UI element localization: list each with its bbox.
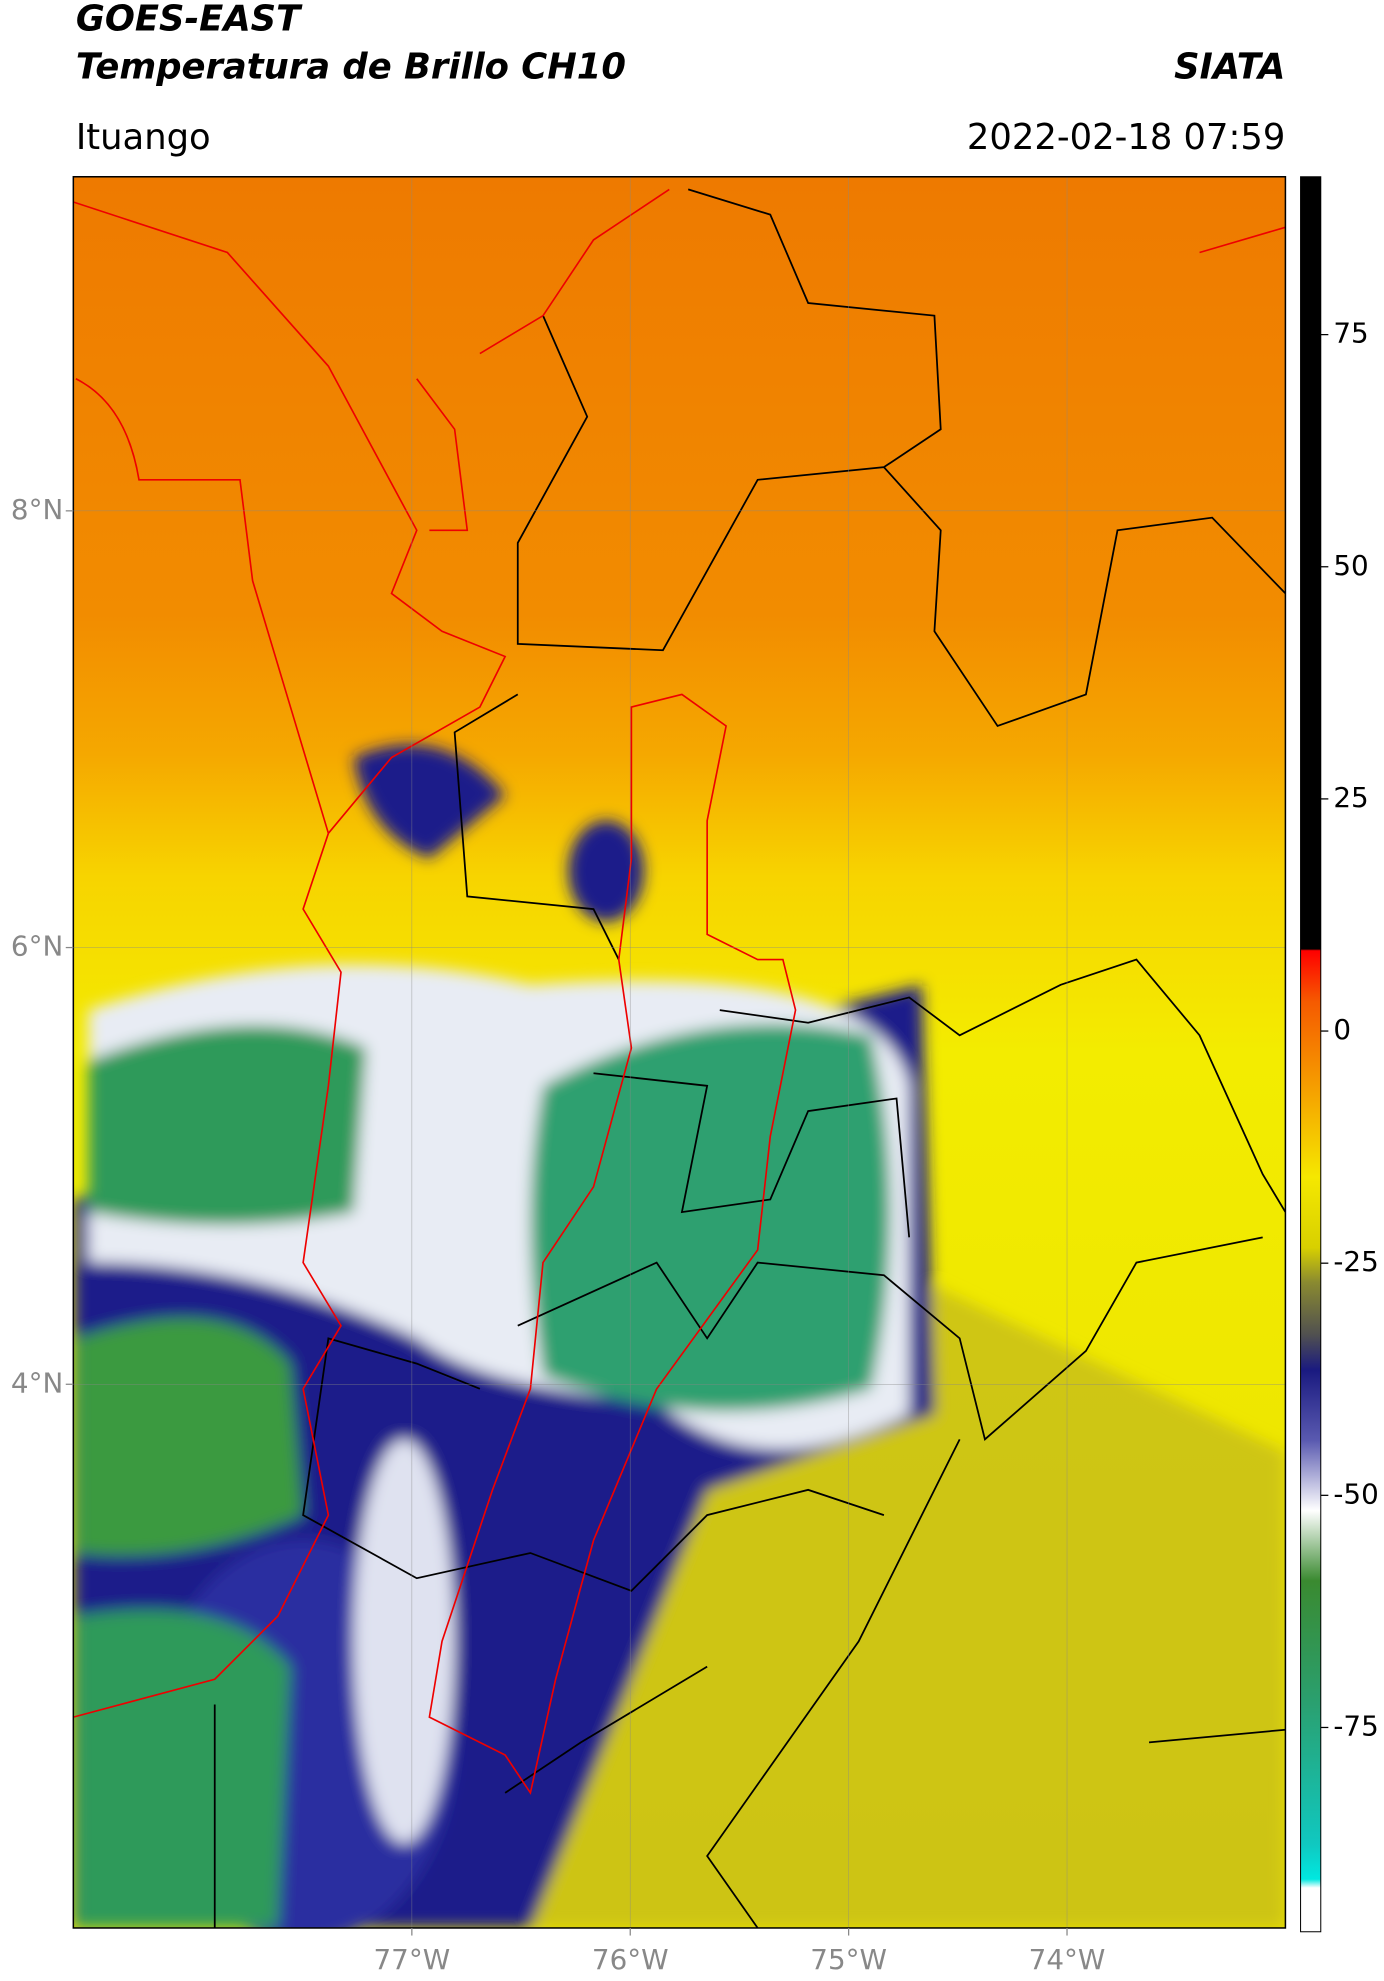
grid	[73, 176, 1286, 1928]
boundaries	[213, 188, 1286, 1928]
region: Ituango	[76, 117, 211, 158]
x-tick-label: 75°W	[810, 1943, 887, 1976]
timestamp: 2022-02-18 07:59	[967, 117, 1286, 158]
x-tick-label: 74°W	[1029, 1943, 1106, 1976]
colorbar-tick-label: 25	[1333, 781, 1368, 814]
axis-ticks: 77°W 76°W 75°W 74°W 8°N 6°N 4°N	[11, 493, 1105, 1976]
colorbar-tick-label: -25	[1333, 1245, 1378, 1278]
y-tick-label: 4°N	[11, 1366, 63, 1399]
colorbar-tick-label: 50	[1333, 549, 1368, 582]
colorbar-tick-label: 75	[1333, 317, 1368, 350]
title: GOES-EAST	[76, 0, 303, 39]
colorbar-tick-label: -50	[1333, 1477, 1378, 1510]
colorbar-tick-label: 0	[1333, 1013, 1351, 1046]
x-tick-label: 76°W	[592, 1943, 669, 1976]
colorbar-tick-label: -75	[1333, 1709, 1378, 1742]
map-frame	[72, 176, 1287, 1929]
brand: SIATA	[1174, 46, 1285, 87]
colorbar: 75 50 25 0 -25 -50 -75	[1300, 176, 1379, 1933]
satellite-image	[73, 176, 1286, 1928]
x-tick-label: 77°W	[374, 1943, 451, 1976]
y-tick-label: 6°N	[11, 930, 63, 963]
y-tick-label: 8°N	[11, 493, 63, 526]
colorbar-bar	[1300, 176, 1322, 1933]
coast-and-region	[73, 188, 1286, 1795]
subtitle: Temperatura de Brillo CH10	[76, 46, 626, 87]
